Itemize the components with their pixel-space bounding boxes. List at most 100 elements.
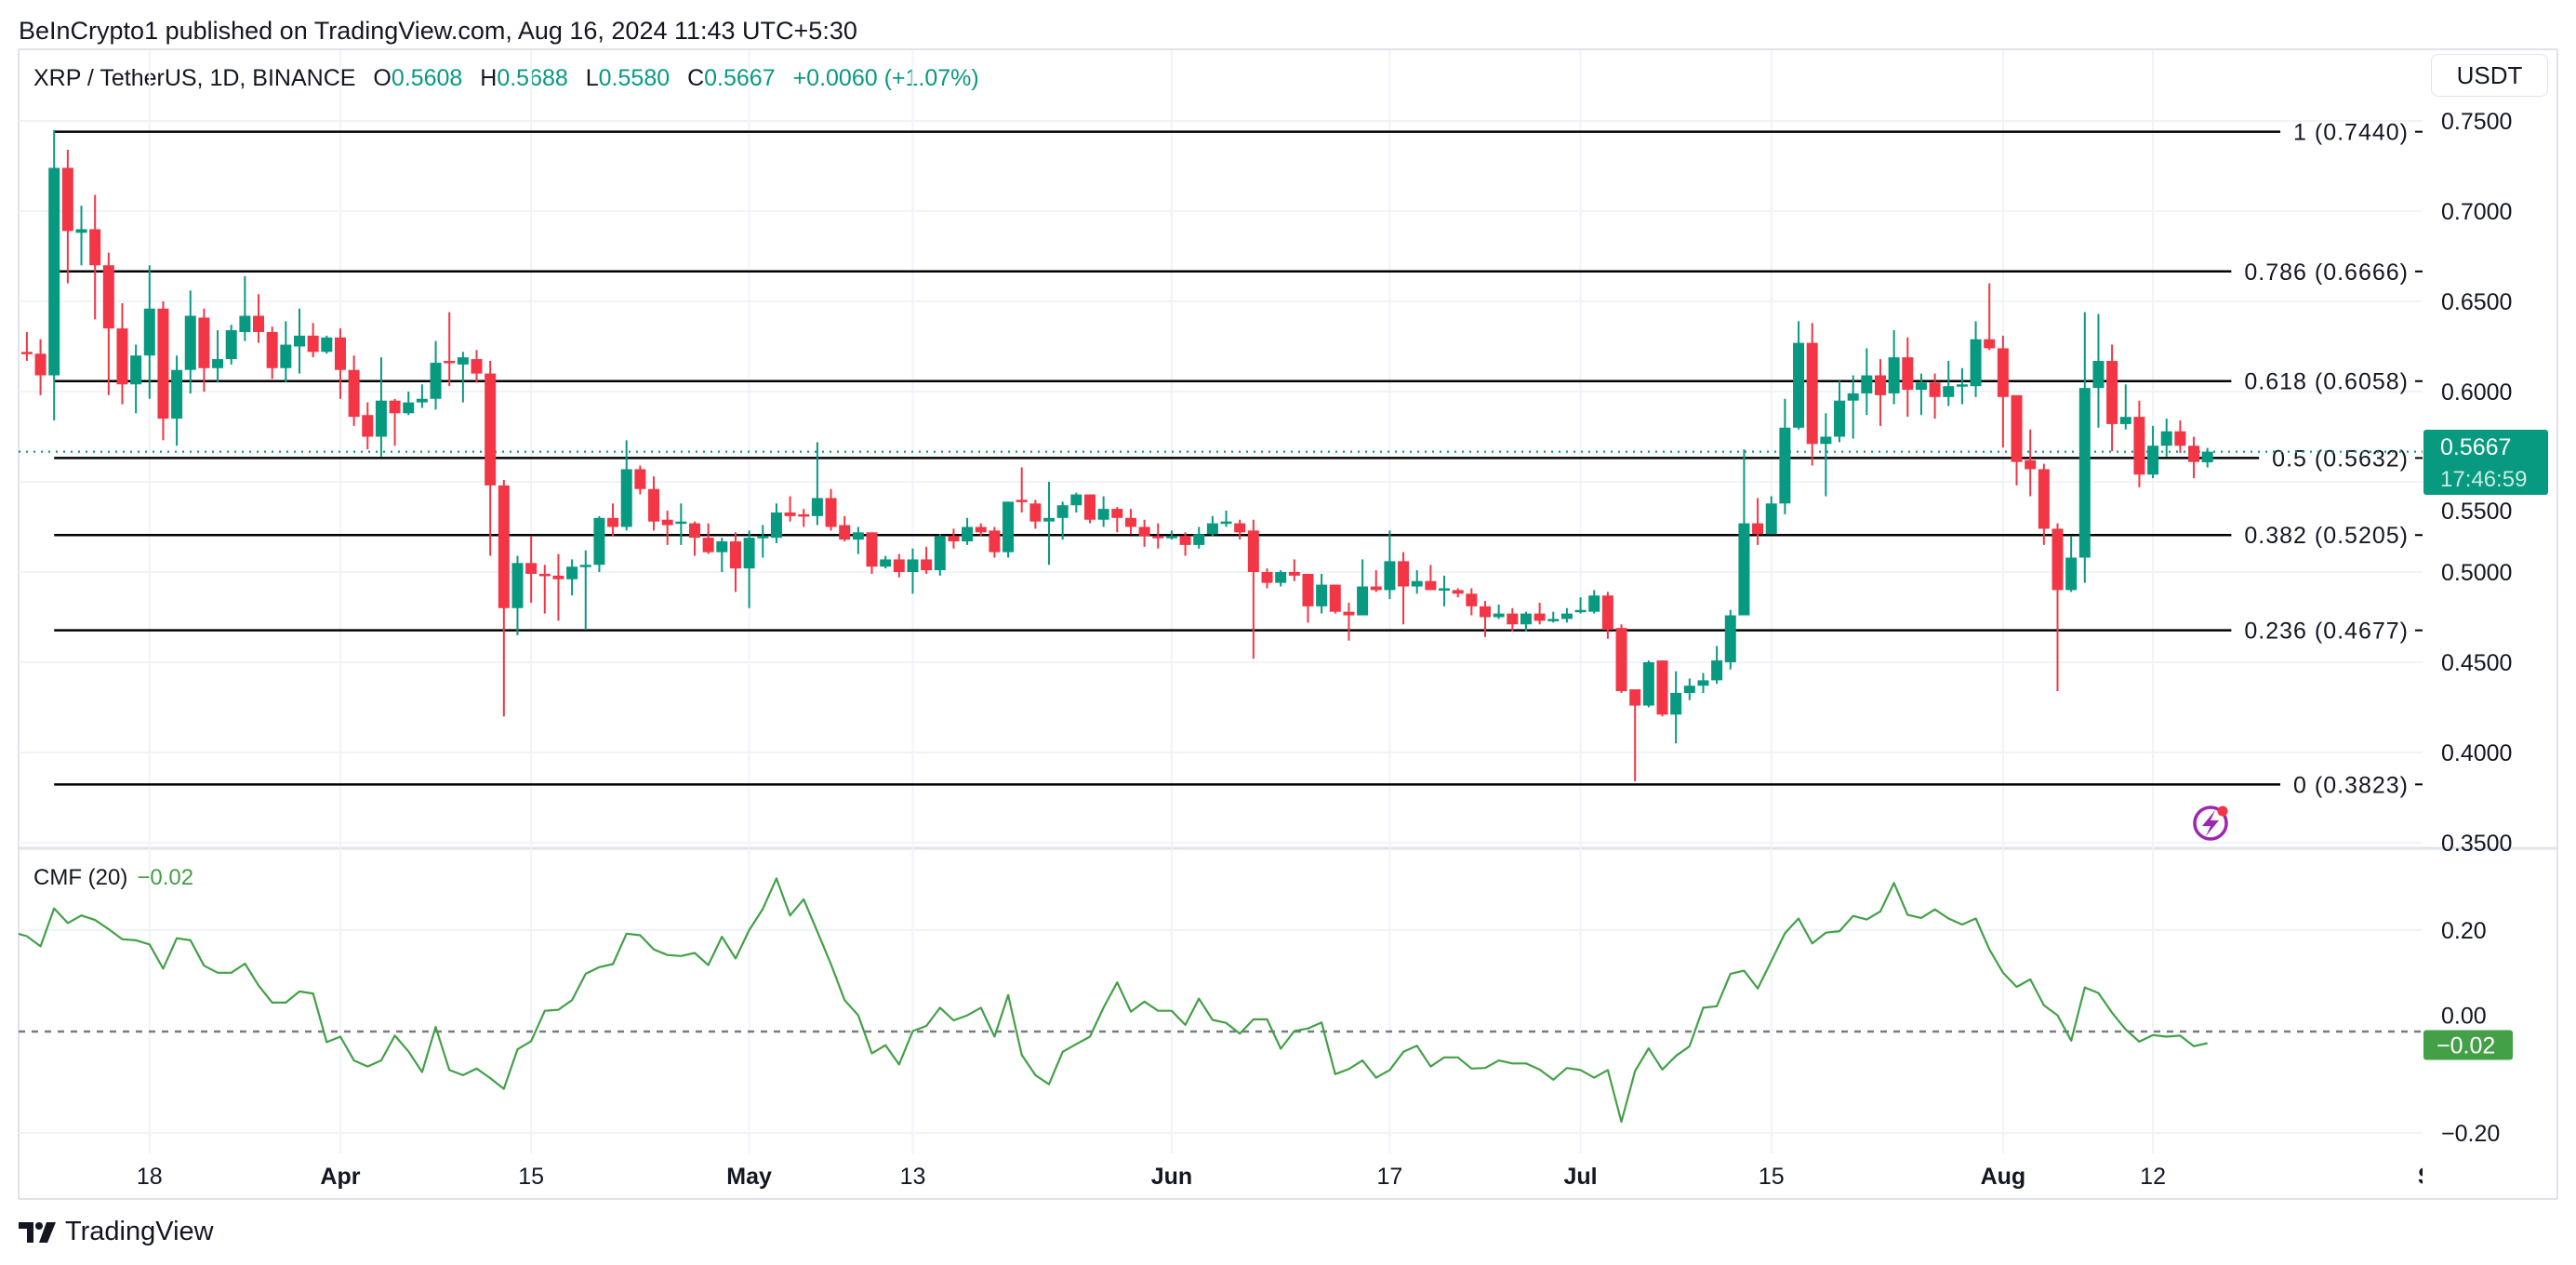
candle-up [566, 559, 578, 596]
candle-body [1439, 588, 1451, 591]
currency-button[interactable]: USDT [2431, 54, 2548, 97]
candle-body [1697, 680, 1709, 686]
time-axis[interactable]: 18 Apr 15 May 13 Jun 17 Jul 15 Aug 12 S [137, 1164, 2434, 1190]
candle-up [1220, 511, 1232, 527]
candle-up [1779, 398, 1791, 514]
cmf-axis[interactable]: 0.20 0.00 −0.20 −0.02 [2423, 918, 2513, 1147]
candle-body [1302, 573, 1314, 606]
time-tick-label: 12 [2140, 1164, 2166, 1190]
candle-down [471, 350, 483, 383]
close-label: C [687, 65, 705, 91]
candle-down [1124, 509, 1136, 535]
candle-body [239, 315, 251, 332]
candle-body [2078, 388, 2091, 558]
candle-body [157, 308, 169, 419]
candle-body [825, 498, 837, 527]
cmf-value: −0.02 [137, 865, 194, 890]
candle-body [1234, 523, 1246, 533]
candle-down [1288, 559, 1300, 581]
candle-down [1261, 568, 1273, 589]
candle-body [1984, 339, 1996, 349]
candle-body [334, 337, 346, 370]
time-tick-label: Apr [320, 1164, 360, 1190]
candle-up [1820, 413, 1832, 497]
candle-down [362, 402, 374, 450]
candle-up [1765, 496, 1777, 535]
candle-body [1124, 517, 1136, 527]
candle-body [1683, 686, 1695, 693]
candle-body [457, 357, 469, 365]
candle-down [1247, 519, 1259, 659]
open-label: O [373, 65, 392, 91]
candle-down [1083, 494, 1095, 524]
candle-down [688, 521, 700, 556]
candle-body [1275, 572, 1287, 583]
fib-level[interactable]: 0.786 (0.6666) [54, 260, 2423, 286]
high-label: H [480, 65, 498, 91]
candle-up [321, 335, 333, 354]
candle-up [934, 534, 946, 576]
candle-up [1384, 530, 1396, 600]
candle-up [239, 275, 251, 341]
candle-body [1329, 584, 1341, 612]
candle-body [1493, 613, 1505, 618]
fibonacci-retracement[interactable]: 1 (0.7440) 0.786 (0.6666) 0.618 (0.6058) 0.… [54, 120, 2423, 799]
candle-body [1029, 503, 1042, 522]
candle-body [511, 563, 524, 608]
candle-up [225, 325, 237, 365]
price-axis[interactable]: 0.7500 0.7000 0.6500 0.6000 0.5500 0.5000 0.45… [2423, 109, 2548, 857]
candle-body [566, 566, 578, 579]
candle-down [1425, 565, 1437, 591]
candle-body [1384, 561, 1396, 591]
candle-down [661, 511, 673, 545]
candle-body [2133, 417, 2145, 475]
candle-up [1683, 678, 1695, 700]
candle-up [675, 503, 687, 545]
candle-body [225, 330, 237, 360]
last-price-badge-bg [2423, 430, 2548, 495]
cmf-line [19, 877, 2208, 1124]
candle-down [1302, 573, 1314, 623]
candle-body [307, 335, 319, 353]
candle-body [1070, 494, 1082, 506]
candle-down [498, 480, 510, 717]
candle-up [1357, 559, 1369, 616]
candle-down [839, 515, 851, 542]
candle-down [552, 553, 564, 621]
candle-body [1016, 499, 1028, 502]
candle-up [511, 555, 524, 635]
candle-body [1138, 526, 1150, 537]
candle-up [1043, 482, 1056, 566]
tradingview-logo-icon [19, 1221, 56, 1243]
candle-body [716, 541, 728, 553]
fib-level[interactable]: 0.5 (0.5632) [54, 446, 2423, 472]
price-tick-label: 0.6500 [2441, 289, 2512, 315]
candle-body [416, 398, 428, 403]
fib-level[interactable]: 0 (0.3823) [54, 772, 2423, 798]
candle-body [1056, 505, 1069, 518]
candle-down [1601, 592, 1613, 639]
fib-level[interactable]: 1 (0.7440) [54, 120, 2423, 146]
candle-body [907, 559, 919, 572]
candle-body [2147, 446, 2159, 475]
fib-level[interactable]: 0.236 (0.4677) [54, 619, 2423, 645]
candle-body [1793, 342, 1805, 428]
candle-down [1656, 660, 1668, 717]
tradingview-logo[interactable]: TradingView [19, 1217, 214, 1247]
candle-down [607, 503, 619, 537]
candle-body [880, 559, 892, 567]
candle-body [1847, 393, 1859, 401]
candle-body [294, 335, 305, 347]
candle-body [962, 526, 974, 542]
candle-body [1452, 590, 1464, 594]
bar-countdown: 17:46:59 [2440, 467, 2527, 492]
cmf-tick-label: 0.20 [2441, 918, 2487, 944]
price-tick-label: 0.4500 [2441, 650, 2512, 676]
candle-up [1793, 321, 1805, 430]
candle-down [1984, 283, 1996, 351]
time-tick-label: 18 [137, 1164, 163, 1190]
lightning-alert-icon[interactable] [2193, 806, 2228, 841]
candle-body [2065, 557, 2078, 591]
candle-down [1806, 323, 1818, 466]
